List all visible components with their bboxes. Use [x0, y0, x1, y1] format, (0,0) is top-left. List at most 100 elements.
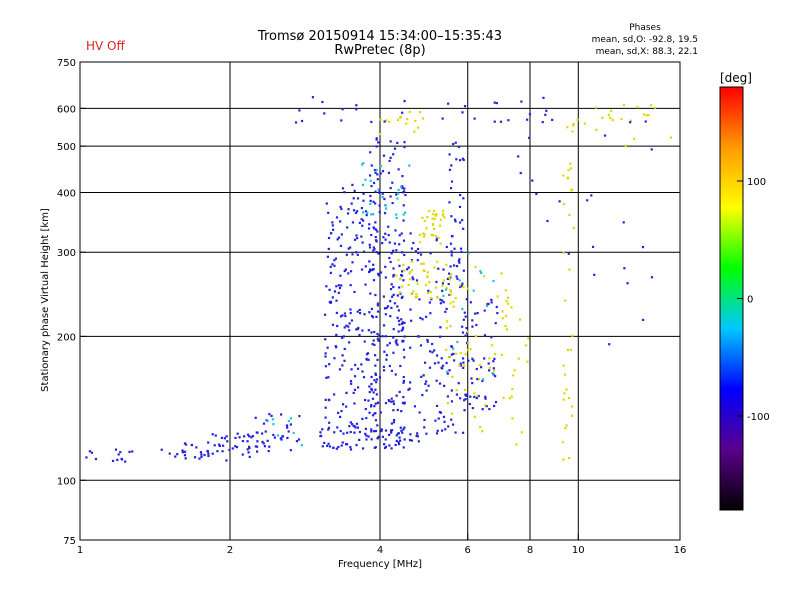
data-point	[482, 275, 486, 278]
data-point	[298, 415, 301, 418]
data-point	[372, 200, 375, 203]
data-point	[339, 429, 342, 433]
data-point	[268, 445, 271, 448]
data-point	[450, 164, 453, 167]
data-point	[511, 417, 514, 420]
data-point	[389, 140, 392, 143]
data-point	[360, 363, 363, 366]
data-point	[343, 359, 346, 362]
data-point	[374, 373, 377, 377]
data-point	[207, 452, 210, 455]
data-point	[401, 340, 404, 343]
data-point	[512, 374, 515, 377]
data-point	[444, 428, 447, 431]
data-point	[354, 211, 358, 215]
data-point	[329, 232, 333, 235]
data-point	[392, 336, 395, 339]
data-point	[349, 421, 352, 424]
data-point	[225, 459, 228, 462]
data-point	[326, 444, 329, 447]
data-point	[383, 197, 386, 201]
data-point	[397, 168, 400, 171]
data-point	[415, 434, 418, 437]
data-point	[567, 396, 571, 400]
data-point	[403, 321, 406, 325]
data-point	[341, 336, 344, 339]
data-point	[462, 269, 465, 272]
data-point	[420, 262, 423, 265]
data-point	[447, 102, 450, 105]
data-point	[448, 201, 451, 204]
data-point	[342, 432, 345, 435]
data-point	[200, 455, 203, 459]
data-point	[466, 330, 469, 333]
data-point	[569, 167, 573, 170]
data-point	[426, 338, 429, 342]
data-point	[389, 429, 393, 432]
data-point	[510, 306, 513, 309]
data-point	[645, 114, 648, 117]
data-point	[370, 382, 373, 386]
data-point	[380, 428, 384, 431]
data-point	[380, 429, 383, 433]
data-point	[119, 451, 122, 454]
data-point	[403, 253, 406, 257]
data-point	[445, 348, 448, 351]
data-point	[324, 416, 327, 419]
data-point	[327, 428, 330, 431]
data-point	[402, 279, 405, 282]
data-point	[418, 233, 422, 236]
data-point	[200, 453, 203, 456]
data-point	[297, 438, 301, 441]
data-point	[461, 357, 465, 360]
data-point	[434, 214, 437, 217]
data-point	[475, 323, 478, 327]
data-point	[461, 325, 464, 328]
data-point	[454, 431, 457, 434]
data-point	[390, 252, 393, 255]
data-point	[374, 364, 377, 367]
data-point	[430, 298, 433, 301]
data-point	[478, 377, 481, 381]
data-point	[436, 296, 439, 299]
data-point	[364, 432, 367, 435]
data-point	[120, 457, 123, 461]
data-point	[394, 443, 397, 447]
data-point	[388, 444, 391, 447]
data-point	[431, 234, 435, 237]
data-point	[448, 272, 451, 275]
data-point	[399, 185, 403, 188]
data-point	[203, 453, 206, 457]
data-point	[400, 429, 403, 432]
data-point	[452, 423, 455, 426]
data-point	[321, 428, 324, 431]
data-point	[373, 343, 376, 347]
data-point	[422, 232, 425, 235]
data-point	[331, 263, 334, 266]
data-point	[392, 409, 395, 412]
data-point	[286, 436, 289, 440]
data-point	[355, 251, 358, 254]
data-point	[397, 258, 400, 262]
data-point	[403, 402, 406, 405]
data-point	[502, 396, 505, 400]
data-point	[398, 390, 401, 394]
data-point	[339, 415, 342, 419]
data-point	[376, 302, 380, 305]
data-point	[457, 382, 460, 385]
data-point	[356, 367, 360, 370]
data-point	[355, 108, 358, 111]
data-point	[436, 429, 439, 432]
data-point	[433, 217, 436, 221]
data-point	[437, 361, 440, 364]
data-point	[376, 310, 380, 313]
data-point	[326, 346, 329, 349]
data-point	[349, 446, 352, 449]
data-point	[416, 282, 419, 285]
data-point	[349, 246, 352, 249]
data-point	[385, 306, 388, 310]
data-point	[392, 402, 396, 406]
data-point	[463, 105, 467, 108]
data-point	[369, 199, 372, 203]
data-point	[377, 141, 380, 144]
